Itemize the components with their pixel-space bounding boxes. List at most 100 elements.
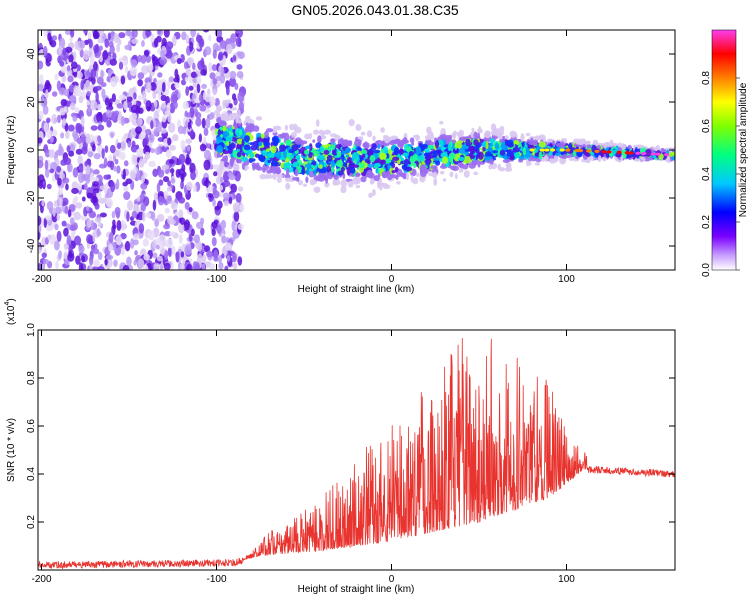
spectrogram-noise-blob — [167, 80, 171, 90]
spectrogram-noise-blob — [63, 242, 69, 251]
spectrogram-noise-blob — [157, 137, 164, 143]
spectrogram-noise-blob — [94, 52, 101, 59]
spectrogram-noise-blob — [195, 112, 202, 119]
spectrogram-signal-blob — [560, 158, 566, 163]
spectrogram-noise-blob — [141, 90, 147, 101]
spectrogram-noise-blob — [120, 75, 126, 85]
spectrogram-noise-blob — [171, 200, 176, 209]
spectrogram-signal-blob — [543, 155, 549, 163]
spectrogram-signal-blob — [279, 134, 285, 139]
spectrogram-signal-blob — [239, 129, 243, 136]
spectrogram-noise-blob — [73, 195, 78, 202]
spectrogram-signal-blob — [245, 122, 249, 128]
spectrogram-noise-blob — [38, 174, 45, 183]
spectrogram-noise-blob — [198, 93, 203, 102]
spectrogram-noise-blob — [47, 32, 52, 42]
spectrogram-noise-blob — [86, 234, 93, 245]
spectrogram-signal-blob — [301, 167, 306, 176]
spectrogram-peak-blob — [565, 148, 571, 152]
spectrogram-noise-blob — [236, 64, 243, 70]
spectrogram-signal-blob — [499, 149, 506, 156]
spectrogram-signal-blob — [355, 123, 362, 132]
spectrogram-signal-blob — [345, 147, 351, 154]
snr-xtick-label: -200 — [31, 574, 51, 585]
colorbar-tick-label: 0.0 — [701, 263, 712, 277]
spectrogram-noise-blob — [159, 263, 164, 270]
spectrogram-noise-blob — [134, 126, 143, 135]
spectrogram-noise-blob — [73, 235, 82, 246]
spectrogram-signal-blob — [435, 140, 440, 149]
spectrogram-noise-blob — [238, 51, 245, 60]
spectrogram-signal-blob — [433, 157, 440, 161]
spectrogram-noise-blob — [56, 80, 62, 91]
spectrogram-signal-blob — [316, 119, 320, 127]
spectrogram-signal-blob — [406, 172, 410, 181]
spectrogram-signal-blob — [640, 156, 647, 161]
spectrogram-noise-blob — [225, 43, 233, 54]
spectrogram-signal-blob — [401, 173, 406, 179]
spectrogram-noise-blob — [237, 223, 244, 230]
spectrogram-signal-blob — [319, 145, 324, 153]
spectrogram-noise-blob — [83, 39, 89, 46]
spectrogram-signal-blob — [512, 146, 520, 153]
spectrogram-noise-blob — [90, 68, 97, 79]
spectrogram-noise-blob — [81, 196, 86, 202]
spectrogram-noise-blob — [76, 137, 83, 145]
spectrogram-noise-blob — [56, 165, 62, 173]
spectrogram-noise-blob — [68, 243, 73, 253]
spectrogram-noise-blob — [235, 30, 241, 34]
spectrogram-signal-blob — [345, 154, 350, 158]
spectrogram-noise-blob — [115, 235, 123, 246]
spectrogram-noise-blob — [68, 250, 72, 259]
spectrogram-signal-blob — [477, 151, 484, 160]
spectrogram-signal-blob — [267, 159, 271, 164]
spectrogram-signal-blob — [291, 144, 299, 152]
spectrogram-noise-blob — [197, 253, 203, 265]
spectrogram-signal-blob — [534, 162, 541, 166]
spectrogram-signal-blob — [216, 152, 221, 158]
spectrogram-signal-blob — [409, 137, 415, 144]
spectrogram-signal-blob — [382, 184, 391, 190]
spectrogram-noise-blob — [75, 148, 83, 155]
spectrogram-signal-blob — [337, 170, 344, 176]
spectrogram-noise-blob — [220, 67, 225, 78]
spectrogram-signal-blob — [214, 109, 220, 116]
spectrogram-signal-blob — [473, 131, 478, 140]
spectrogram-noise-blob — [226, 255, 231, 262]
spectrogram-signal-blob — [450, 165, 457, 170]
spectrogram-signal-blob — [367, 163, 374, 169]
spectrogram-signal-blob — [285, 141, 292, 146]
spectrogram-noise-blob — [84, 160, 92, 168]
spectrogram-noise-blob — [137, 72, 145, 80]
spectrogram-noise-blob — [186, 145, 191, 152]
spectrogram-noise-blob — [228, 174, 236, 181]
spectrogram-noise-blob — [86, 218, 92, 228]
spectrogram-signal-blob — [415, 146, 422, 155]
spectrogram-noise-blob — [175, 168, 181, 178]
spectrogram-noise-blob — [108, 102, 113, 108]
spectrogram-noise-blob — [120, 115, 125, 126]
spectrogram-signal-blob — [521, 141, 525, 148]
spectrogram-signal-blob — [216, 104, 222, 112]
spectrogram-signal-blob — [271, 164, 277, 172]
spectrogram-noise-blob — [52, 129, 58, 137]
spectrogram-noise-blob — [55, 149, 63, 156]
spectrogram-noise-blob — [176, 57, 182, 65]
spectrogram-signal-blob — [306, 167, 310, 176]
spectrogram-noise-blob — [232, 262, 238, 270]
spectrogram-noise-blob — [184, 244, 192, 256]
spectrogram-noise-blob — [237, 91, 245, 103]
spectrogram-signal-blob — [538, 141, 546, 148]
spectrogram-noise-blob — [60, 66, 69, 73]
spectrogram-noise-blob — [59, 60, 65, 67]
spectrogram-noise-blob — [51, 114, 58, 125]
spectrogram-signal-blob — [317, 135, 322, 144]
spectrogram-noise-blob — [75, 202, 83, 209]
spectrogram-noise-blob — [80, 163, 84, 174]
spectrogram-signal-blob — [273, 152, 280, 157]
spectrogram-noise-blob — [185, 34, 190, 44]
spectrogram-noise-blob — [124, 44, 132, 51]
colorbar-label: Normalized spectral amplitude — [738, 82, 749, 217]
spectrogram-signal-blob — [294, 168, 299, 177]
